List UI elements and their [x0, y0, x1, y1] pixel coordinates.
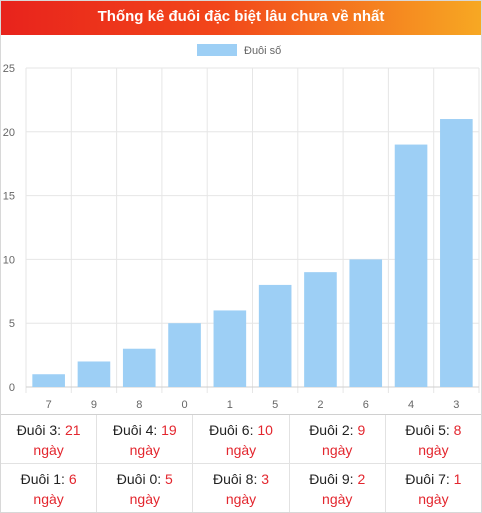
x-tick-label: 3: [453, 399, 459, 411]
y-tick-label: 10: [3, 254, 15, 266]
y-tick-label: 15: [3, 191, 15, 203]
bar: [440, 119, 473, 387]
bar: [122, 348, 156, 387]
x-tick-label: 8: [136, 399, 142, 411]
x-tick-label: 5: [272, 399, 278, 411]
stats-table: Đuôi 3: 21 ngày Đuôi 4: 19 ngày Đuôi 6: 10…: [1, 414, 481, 513]
widget-title: Thống kê đuôi đặc biệt lâu chưa về nhất: [1, 1, 481, 35]
stats-row: Đuôi 1: 6 ngày Đuôi 0: 5 ngày Đuôi 8: 3 ngà…: [1, 463, 481, 512]
x-tick-label: 9: [91, 399, 97, 411]
stat-cell: Đuôi 9: 2 ngày: [288, 464, 385, 512]
bar: [77, 361, 111, 387]
bar: [32, 374, 65, 387]
legend-swatch: [197, 44, 237, 56]
x-tick-label: 0: [181, 399, 187, 411]
bar: [168, 323, 201, 387]
x-tick-label: 7: [46, 399, 52, 411]
stat-cell: Đuôi 0: 5 ngày: [96, 464, 192, 512]
stat-cell: Đuôi 4: 19 ngày: [96, 415, 192, 463]
legend-label: Đuôi số: [244, 45, 281, 57]
y-tick-label: 0: [9, 382, 15, 394]
stat-cell: Đuôi 3: 21 ngày: [16, 422, 81, 458]
stat-cell: Đuôi 8: 3 ngày: [192, 464, 288, 512]
bar: [213, 310, 247, 387]
stat-cell: Đuôi 7: 1 ngày: [384, 464, 481, 512]
bar: [349, 259, 383, 387]
stat-cell: Đuôi 6: 10 ngày: [192, 415, 288, 463]
stat-cell: Đuôi 5: 8 ngày: [384, 415, 481, 463]
x-tick-label: 2: [317, 399, 323, 411]
y-tick-label: 20: [3, 127, 15, 139]
x-tick-label: 6: [363, 399, 369, 411]
y-tick-label: 5: [9, 318, 15, 330]
bar: [258, 284, 292, 387]
bar: [394, 144, 428, 387]
x-tick-label: 1: [227, 399, 233, 411]
x-tick-label: 4: [408, 399, 414, 411]
bar: [304, 272, 337, 387]
stats-row: Đuôi 3: 21 ngày Đuôi 4: 19 ngày Đuôi 6: 10…: [1, 415, 481, 463]
y-tick-label: 25: [3, 63, 15, 75]
stat-cell: Đuôi 2: 9 ngày: [288, 415, 385, 463]
stat-cell: Đuôi 1: 6 ngày: [20, 471, 77, 507]
